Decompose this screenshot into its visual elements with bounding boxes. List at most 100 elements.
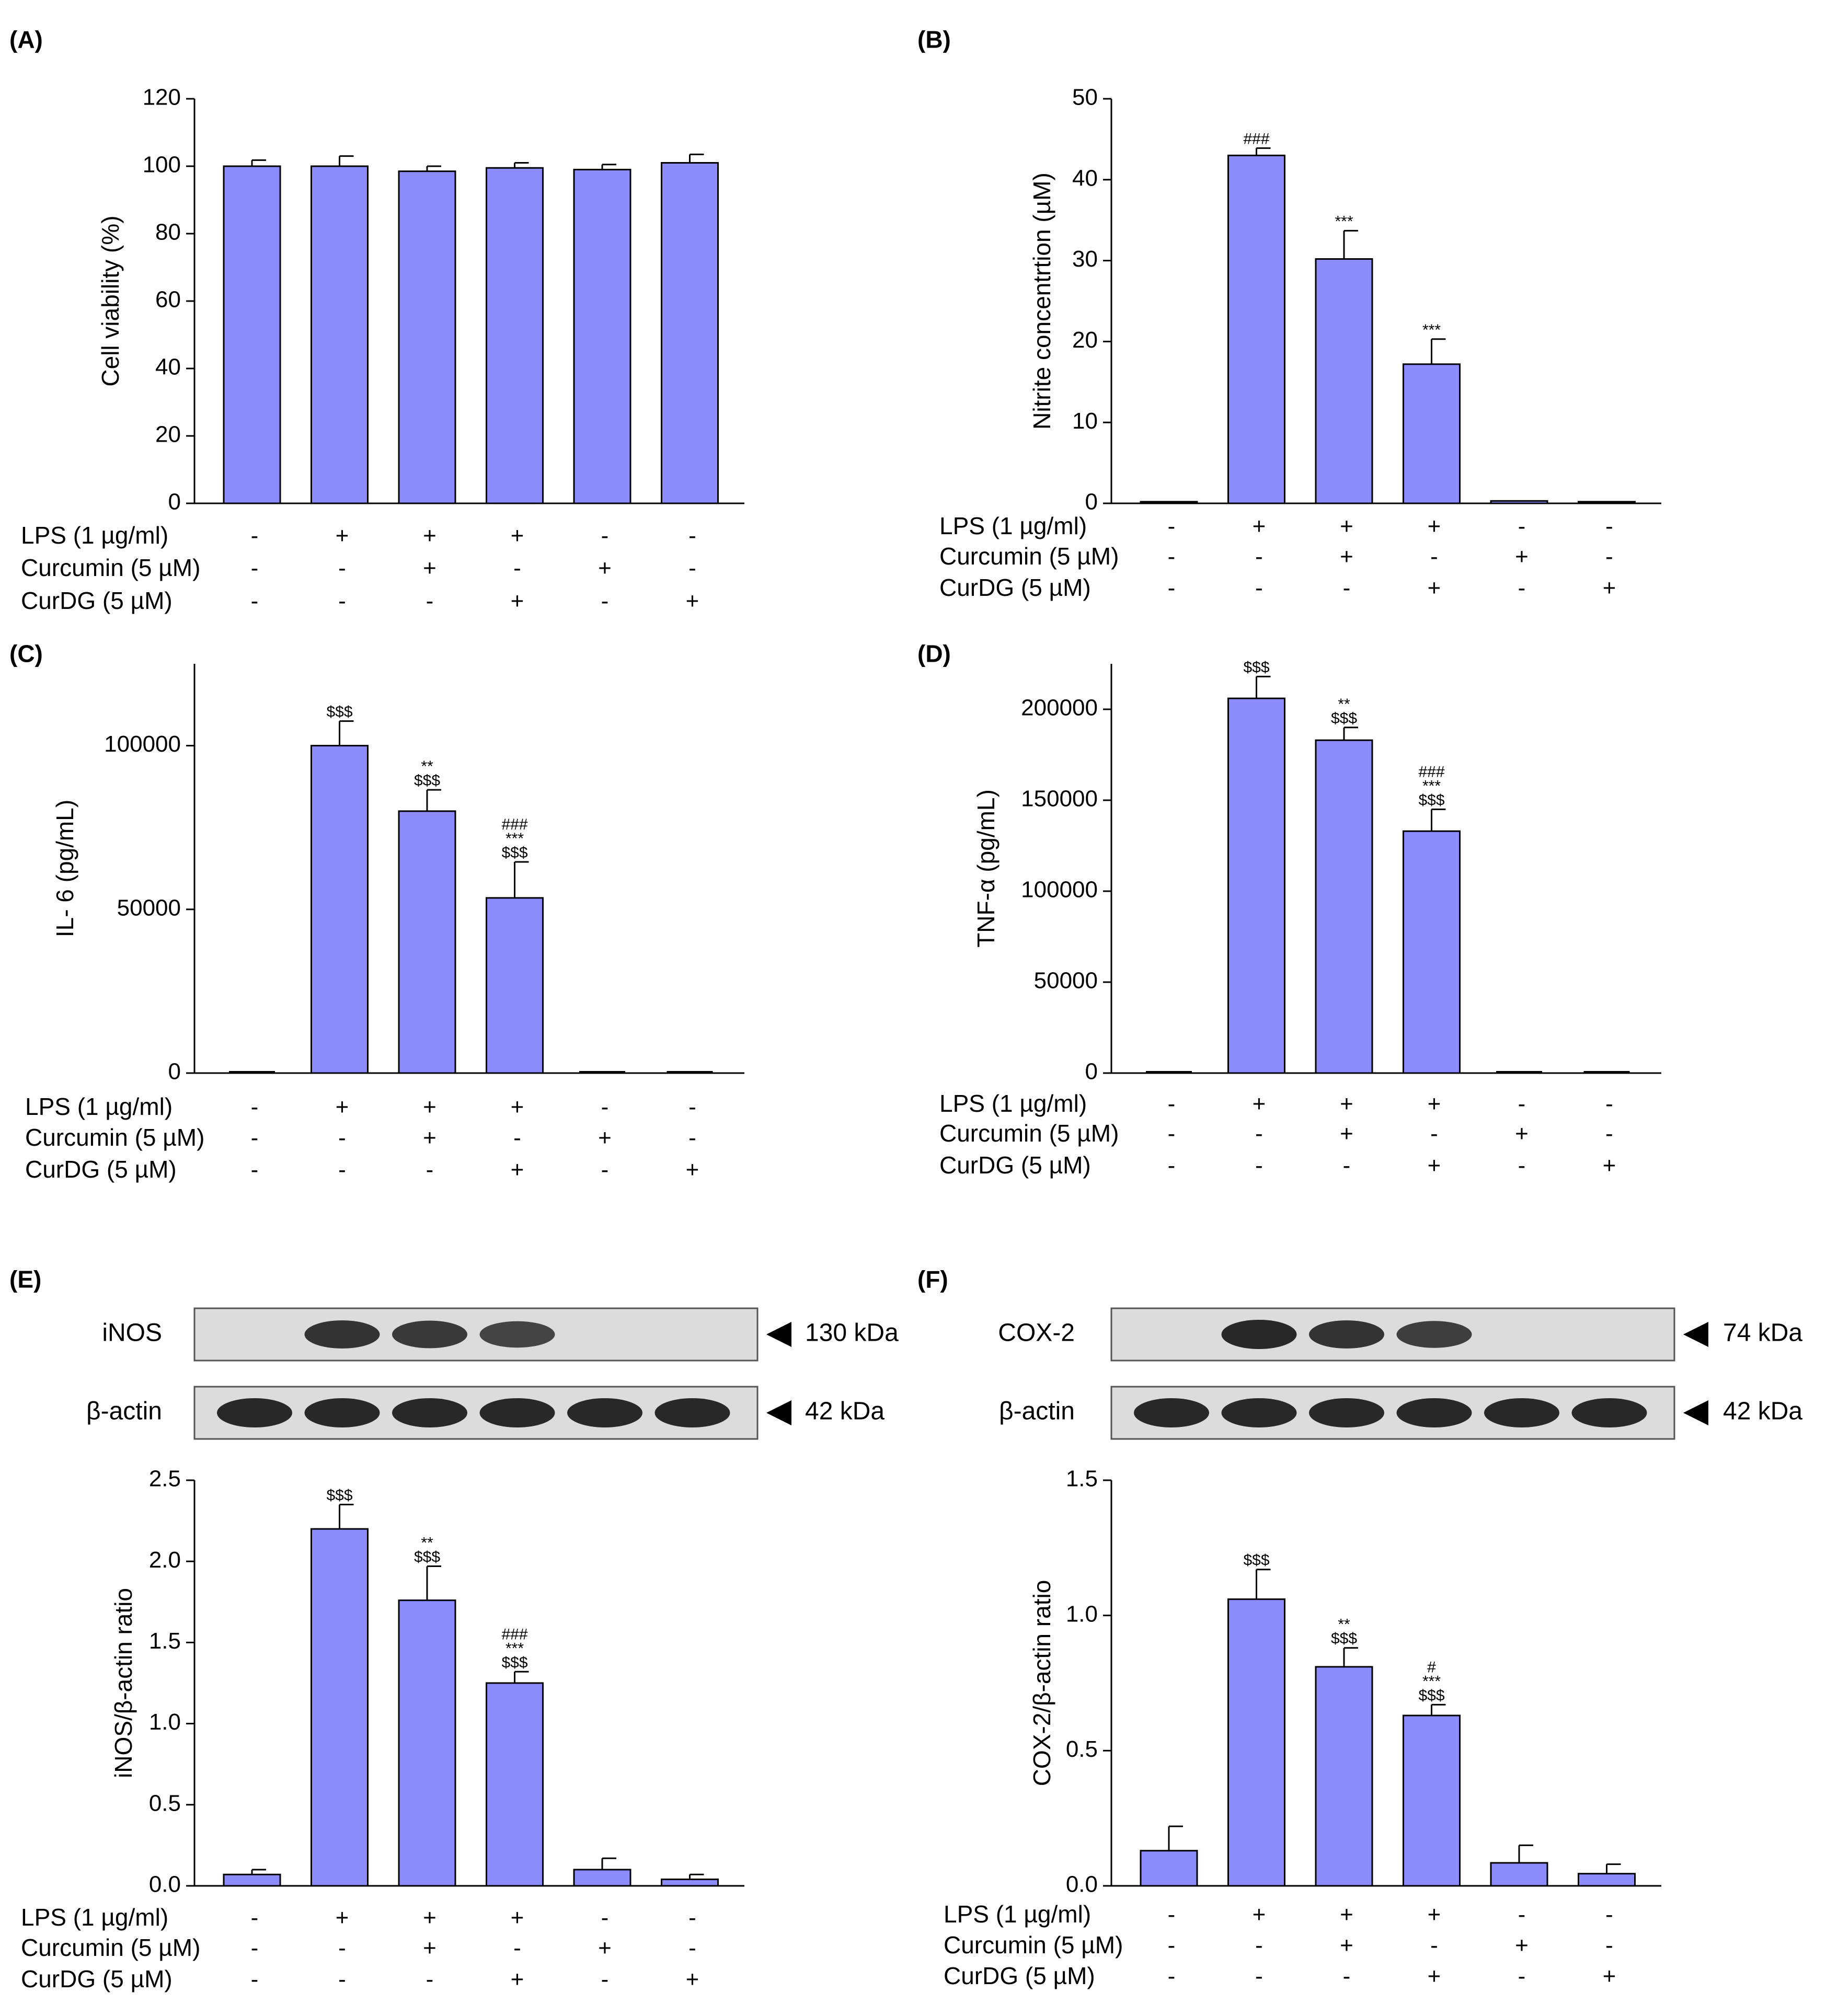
condition-sign-b-2-1: - xyxy=(1255,575,1263,601)
y-axis-label-d: TNF-α (pg/mL) xyxy=(972,789,1000,948)
protein-label-e-0: iNOS xyxy=(102,1319,162,1347)
condition-sign-a-2-5: + xyxy=(686,589,699,614)
condition-sign-f-1-5: - xyxy=(1605,1933,1613,1959)
condition-sign-d-0-3: + xyxy=(1428,1091,1441,1117)
y-tick-label-a-4: 80 xyxy=(155,220,181,245)
condition-sign-c-2-0: - xyxy=(251,1157,259,1183)
y-tick-label-c-2: 100000 xyxy=(104,731,181,757)
condition-sign-f-1-1: - xyxy=(1255,1933,1263,1959)
y-tick-label-b-4: 40 xyxy=(1072,165,1098,191)
y-tick-label-b-3: 30 xyxy=(1072,246,1098,272)
condition-sign-c-1-3: - xyxy=(513,1125,521,1151)
significance-d-3-2: ### xyxy=(1418,763,1444,780)
blot-band-f-1-4 xyxy=(1484,1398,1559,1427)
bar-b-4 xyxy=(1490,500,1548,504)
condition-label-b-0: LPS (1 µg/ml) xyxy=(939,512,1087,539)
significance-f-1-0: $$$ xyxy=(1243,1552,1269,1569)
significance-d-1-0: $$$ xyxy=(1243,659,1269,676)
condition-sign-c-0-3: + xyxy=(511,1095,524,1120)
bar-b-0 xyxy=(1140,501,1198,504)
significance-e-3-2: ### xyxy=(501,1626,527,1643)
significance-f-3-0: $$$ xyxy=(1418,1687,1444,1704)
significance-e-2-1: ** xyxy=(421,1535,433,1552)
arrow-icon-f-0 xyxy=(1683,1322,1708,1347)
condition-label-e-1: Curcumin (5 µM) xyxy=(21,1934,200,1961)
condition-sign-a-0-3: + xyxy=(511,523,524,549)
condition-sign-f-2-2: - xyxy=(1343,1964,1351,1989)
y-tick-label-f-2: 1.0 xyxy=(1066,1601,1098,1627)
significance-b-1-0: ### xyxy=(1243,130,1269,147)
condition-label-a-1: Curcumin (5 µM) xyxy=(21,554,200,581)
bar-c-1 xyxy=(311,745,369,1074)
protein-label-f-0: COX-2 xyxy=(998,1319,1075,1347)
condition-sign-e-0-3: + xyxy=(511,1905,524,1931)
y-axis-label-b: Nitrite concentrtion (µM) xyxy=(1028,172,1055,430)
condition-sign-d-0-1: + xyxy=(1253,1091,1266,1117)
condition-sign-d-2-0: - xyxy=(1168,1153,1176,1179)
significance-f-3-2: # xyxy=(1427,1658,1436,1676)
y-tick-label-d-2: 100000 xyxy=(1021,877,1098,903)
y-tick-label-e-2: 1.0 xyxy=(149,1709,181,1735)
condition-sign-c-0-1: + xyxy=(336,1095,349,1120)
y-axis-label-e: iNOS/β-actin ratio xyxy=(110,1588,137,1778)
bar-a-2 xyxy=(398,170,456,504)
condition-sign-d-1-5: - xyxy=(1605,1121,1613,1147)
condition-sign-f-0-2: + xyxy=(1340,1902,1353,1928)
condition-sign-d-2-3: + xyxy=(1428,1153,1441,1179)
significance-c-2-1: ** xyxy=(421,758,433,775)
bar-b-1 xyxy=(1227,154,1285,504)
condition-label-a-0: LPS (1 µg/ml) xyxy=(21,522,168,549)
blot-strip-e-0 xyxy=(193,1307,759,1362)
y-tick-label-e-1: 0.5 xyxy=(149,1790,181,1816)
y-tick-label-a-2: 40 xyxy=(155,354,181,380)
condition-sign-b-1-3: - xyxy=(1430,544,1438,570)
condition-label-c-2: CurDG (5 µM) xyxy=(25,1156,177,1183)
condition-sign-a-2-1: - xyxy=(338,589,346,614)
bar-b-2 xyxy=(1315,258,1373,504)
significance-b-2-0: *** xyxy=(1335,213,1353,230)
blot-band-e-1-2 xyxy=(392,1398,467,1427)
y-tick-label-f-0: 0.0 xyxy=(1066,1872,1098,1897)
condition-sign-f-2-5: + xyxy=(1603,1964,1616,1989)
condition-sign-c-2-3: + xyxy=(511,1157,524,1183)
y-tick-label-b-5: 50 xyxy=(1072,85,1098,110)
condition-sign-e-1-4: + xyxy=(598,1936,612,1961)
condition-sign-a-1-0: - xyxy=(251,556,259,581)
significance-c-3-1: *** xyxy=(506,830,524,847)
condition-sign-a-2-2: - xyxy=(426,589,434,614)
condition-sign-f-0-5: - xyxy=(1605,1902,1613,1928)
condition-sign-e-0-5: - xyxy=(688,1905,696,1931)
bar-c-2 xyxy=(398,810,456,1074)
significance-d-3-1: *** xyxy=(1422,777,1441,794)
condition-sign-f-1-4: + xyxy=(1515,1933,1529,1959)
bar-b-5 xyxy=(1578,501,1636,504)
significance-c-3-2: ### xyxy=(501,816,527,833)
significance-d-2-1: ** xyxy=(1338,696,1350,713)
condition-label-c-0: LPS (1 µg/ml) xyxy=(25,1093,173,1120)
bar-f-4 xyxy=(1490,1862,1548,1887)
condition-sign-f-2-4: - xyxy=(1518,1964,1526,1989)
bar-d-2 xyxy=(1315,739,1373,1074)
condition-sign-e-0-2: + xyxy=(423,1905,436,1931)
condition-sign-b-2-4: - xyxy=(1518,575,1526,601)
condition-sign-f-2-1: - xyxy=(1255,1964,1263,1989)
y-tick-label-f-3: 1.5 xyxy=(1066,1466,1098,1492)
condition-sign-a-2-3: + xyxy=(511,589,524,614)
blot-band-e-1-5 xyxy=(654,1398,730,1427)
bar-e-5 xyxy=(661,1879,719,1887)
y-tick-label-f-1: 0.5 xyxy=(1066,1736,1098,1762)
condition-sign-d-1-0: - xyxy=(1168,1121,1176,1147)
bar-a-1 xyxy=(311,165,369,504)
condition-label-b-1: Curcumin (5 µM) xyxy=(939,543,1119,570)
significance-e-1-0: $$$ xyxy=(326,1487,352,1504)
condition-sign-b-2-3: + xyxy=(1428,575,1441,601)
condition-sign-f-1-3: - xyxy=(1430,1933,1438,1959)
y-tick-label-e-5: 2.5 xyxy=(149,1466,181,1492)
condition-sign-d-0-0: - xyxy=(1168,1091,1176,1117)
condition-sign-a-2-4: - xyxy=(601,589,609,614)
condition-sign-a-0-1: + xyxy=(336,523,349,549)
y-axis-label-a: Cell viability (%) xyxy=(97,215,124,386)
condition-sign-f-2-3: + xyxy=(1428,1964,1441,1989)
condition-sign-c-1-1: - xyxy=(338,1125,346,1151)
condition-label-e-2: CurDG (5 µM) xyxy=(21,1965,173,1992)
